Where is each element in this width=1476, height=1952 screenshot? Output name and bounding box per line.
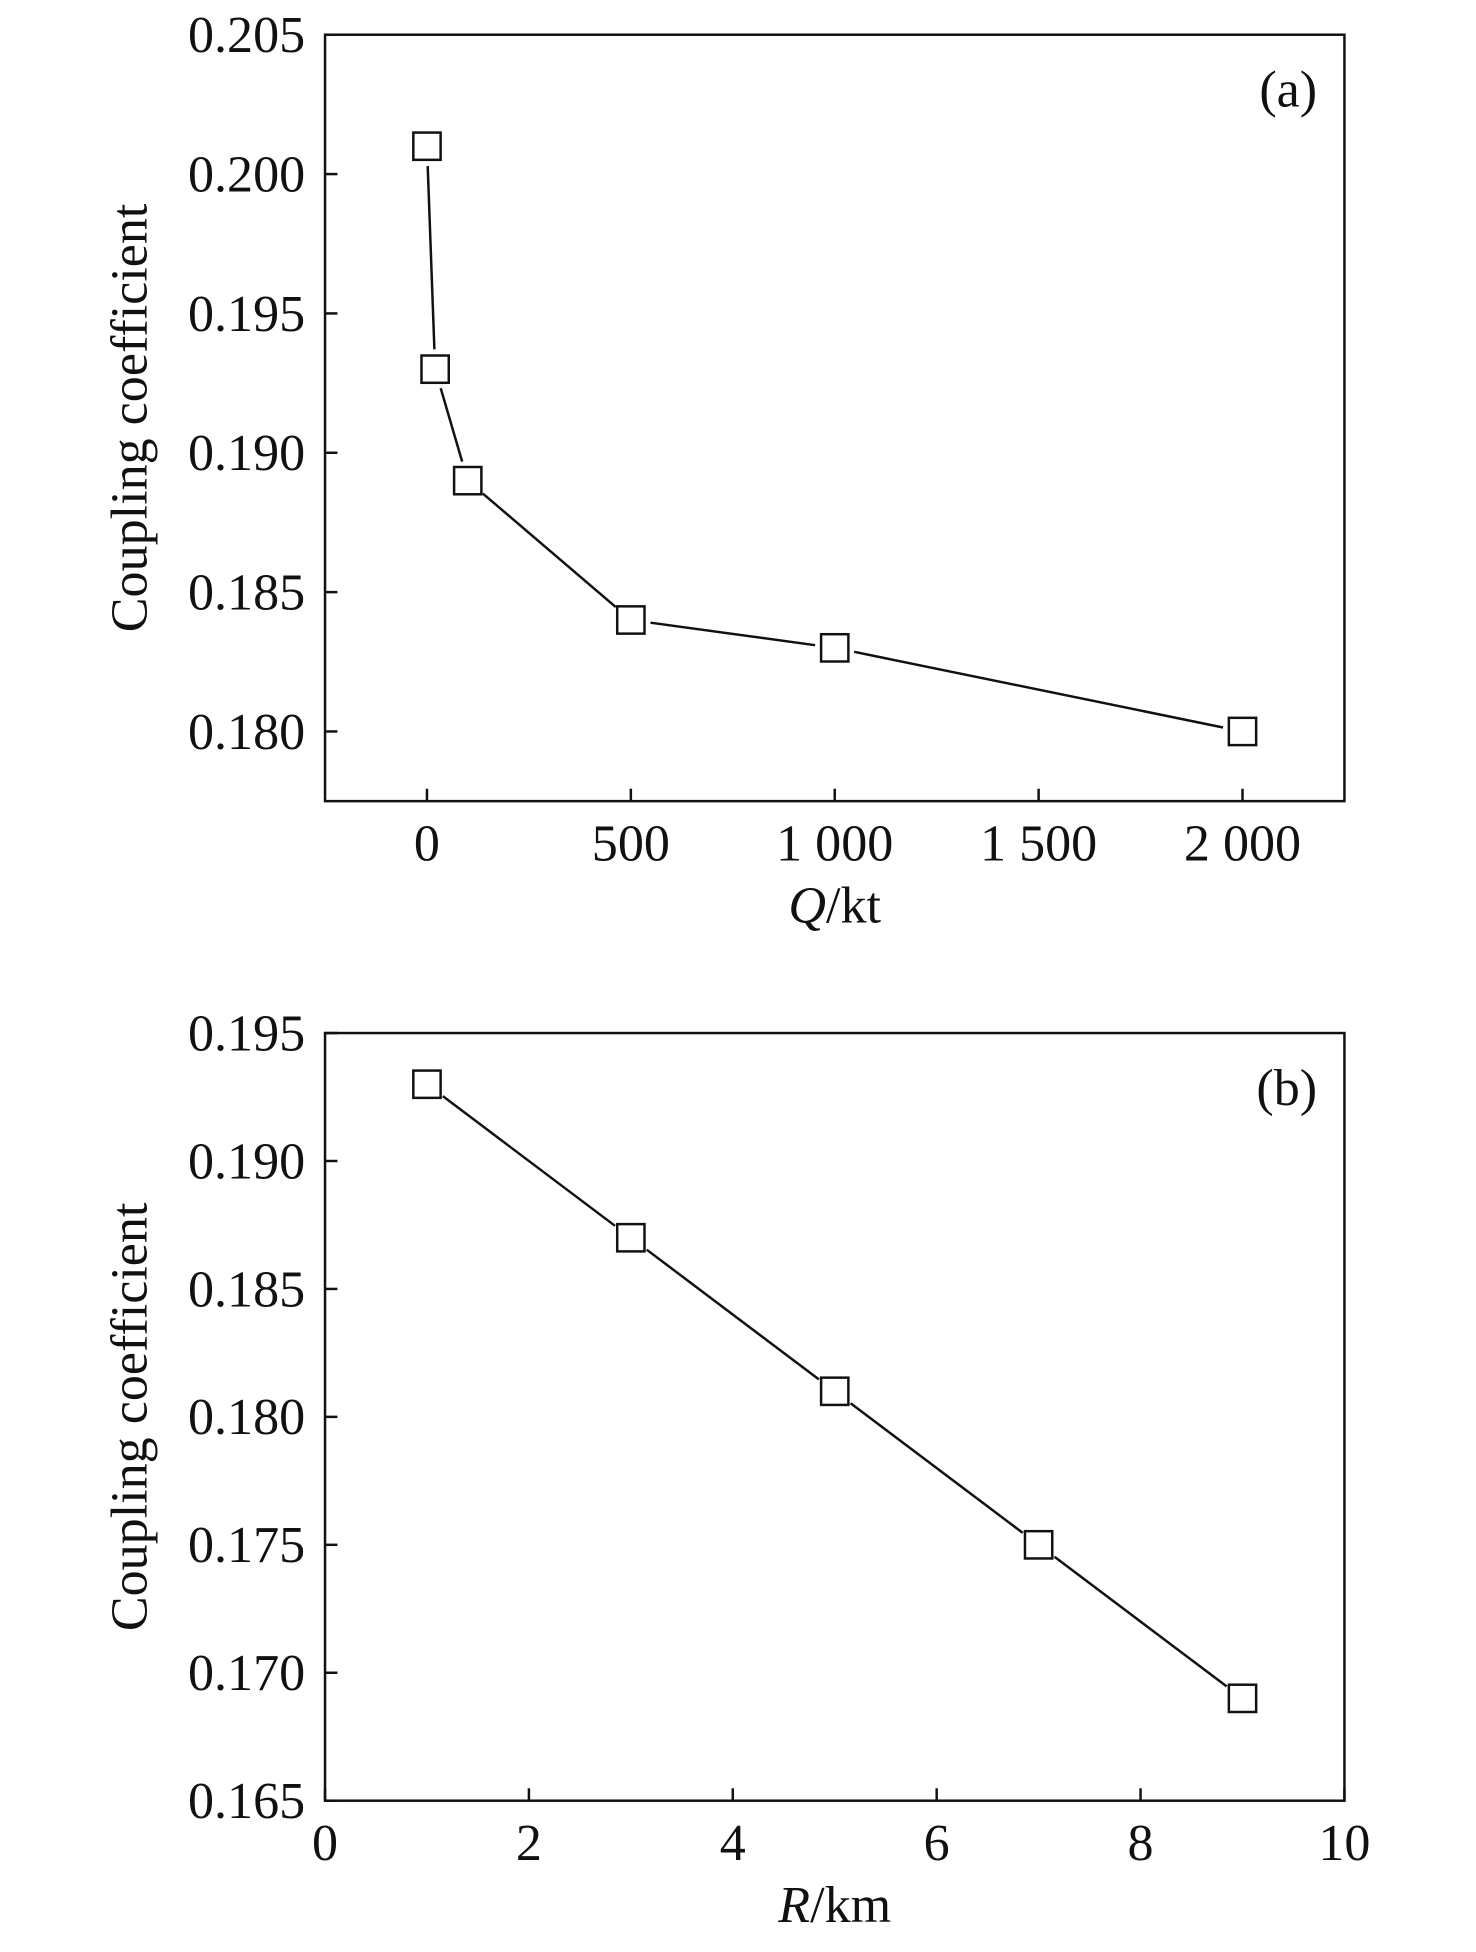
data-point-marker: [1023, 1529, 1054, 1560]
x-tick-label: 2 000: [1184, 816, 1301, 873]
data-point-marker: [1227, 716, 1258, 747]
y-tick-label: 0.165: [188, 1773, 305, 1830]
series-line-segment: [849, 1402, 1024, 1534]
series-line-segment: [853, 650, 1224, 729]
x-tick-label: 0: [414, 816, 440, 873]
series-line-segment: [439, 387, 464, 462]
x-tick-label: 2: [516, 1815, 542, 1872]
x-axis-label: Q/kt: [788, 878, 881, 935]
y-tick-label: 0.200: [188, 146, 305, 203]
y-tick-label: 0.190: [188, 425, 305, 482]
y-axis-label: Coupling coefficient: [101, 203, 158, 632]
data-point-marker: [615, 1222, 646, 1253]
series-line-segment: [442, 1095, 616, 1227]
y-tick-label: 0.180: [188, 704, 305, 761]
data-point-marker: [412, 131, 442, 162]
x-tick-label: 6: [924, 1815, 950, 1872]
data-point-marker: [452, 465, 483, 496]
y-tick-label: 0.170: [188, 1645, 305, 1702]
data-point-marker: [420, 354, 451, 385]
x-axis-label: R/km: [777, 1877, 891, 1934]
series-line-segment: [645, 1248, 820, 1381]
y-tick-label: 0.195: [188, 286, 305, 343]
y-tick-label: 0.185: [188, 564, 305, 621]
y-tick-label: 0.175: [188, 1517, 305, 1574]
plot-frame: [323, 1031, 1346, 1802]
panel-label: (a): [1259, 62, 1317, 119]
x-tick-label: 4: [720, 1815, 746, 1872]
chart-panel-b: 0 2 4 6 8 10 0.165 0.170 0.175 0.180 0.185 0.190 0.1…: [101, 1005, 1370, 1934]
panel-label: (b): [1256, 1060, 1317, 1117]
x-tick-label: 8: [1128, 1815, 1154, 1872]
data-point-marker: [819, 632, 850, 663]
x-tick-label: 500: [592, 816, 670, 873]
y-tick-label: 0.190: [188, 1133, 305, 1190]
x-tick-label: 1 500: [980, 816, 1097, 873]
x-tick-label: 1 000: [776, 816, 893, 873]
x-tick-label: 10: [1318, 1815, 1370, 1872]
x-axis-label-unit: /kt: [826, 878, 882, 935]
series-line-segment: [426, 165, 436, 350]
series-line-segment: [1053, 1555, 1228, 1688]
y-axis-label: Coupling coefficient: [101, 1202, 158, 1631]
series-line-segment: [650, 621, 816, 647]
data-point-marker: [1227, 1683, 1258, 1714]
x-axis-label-unit: /km: [810, 1877, 891, 1934]
data-point-marker: [819, 1376, 850, 1407]
x-axis-label-var: R: [777, 1877, 810, 1934]
y-tick-label: 0.205: [188, 7, 305, 64]
y-tick-label: 0.195: [188, 1005, 305, 1062]
plot-frame: [323, 33, 1346, 803]
x-tick-label: 0: [312, 1815, 338, 1872]
data-point-marker: [412, 1069, 442, 1100]
series-line-segment: [482, 492, 617, 609]
y-tick-label: 0.185: [188, 1261, 305, 1318]
chart-panel-a: 0 500 1 000 1 500 2 000 0.180 0.185 0.190 0.195 0…: [101, 7, 1346, 935]
data-point-marker: [615, 605, 646, 635]
y-tick-label: 0.180: [188, 1389, 305, 1446]
x-axis-label-var: Q: [788, 878, 826, 935]
